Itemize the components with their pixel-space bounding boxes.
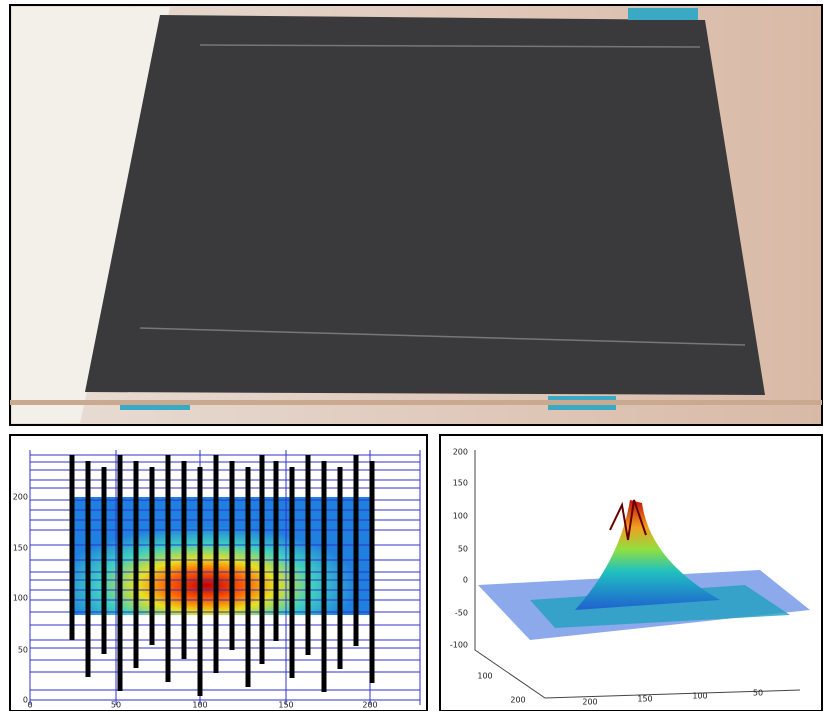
z-tick-label: 200 [453, 448, 468, 457]
surface-panel [439, 434, 823, 712]
x-tick-label: 100 [692, 692, 707, 701]
heatmap-field [70, 497, 373, 615]
x-tick-label: 200 [362, 701, 377, 710]
z-tick-label: -50 [455, 609, 468, 618]
y-tick-label: 200 [13, 493, 28, 502]
y-tick-label: 100 [477, 672, 492, 681]
y-tick-label: 100 [13, 594, 28, 603]
x-tick-label: 100 [192, 701, 207, 710]
z-tick-label: 50 [458, 545, 468, 554]
y-tick-label: 150 [13, 544, 28, 553]
y-tick-label: 0 [23, 696, 28, 705]
y-tick-label: 50 [18, 646, 28, 655]
z-tick-label: -100 [450, 641, 468, 650]
z-tick-label: 0 [463, 576, 468, 585]
x-tick-label: 200 [582, 698, 597, 707]
y-tick-label: 200 [510, 696, 525, 705]
x-tick-label: 0 [27, 701, 32, 710]
x-tick-label: 50 [111, 701, 121, 710]
x-tick-label: 150 [278, 701, 293, 710]
x-tick-label: 150 [637, 695, 652, 704]
x-tick-label: 50 [753, 689, 763, 698]
photo [9, 4, 823, 426]
z-tick-label: 150 [453, 479, 468, 488]
heatmap-panel [9, 434, 428, 712]
z-tick-label: 100 [453, 512, 468, 521]
